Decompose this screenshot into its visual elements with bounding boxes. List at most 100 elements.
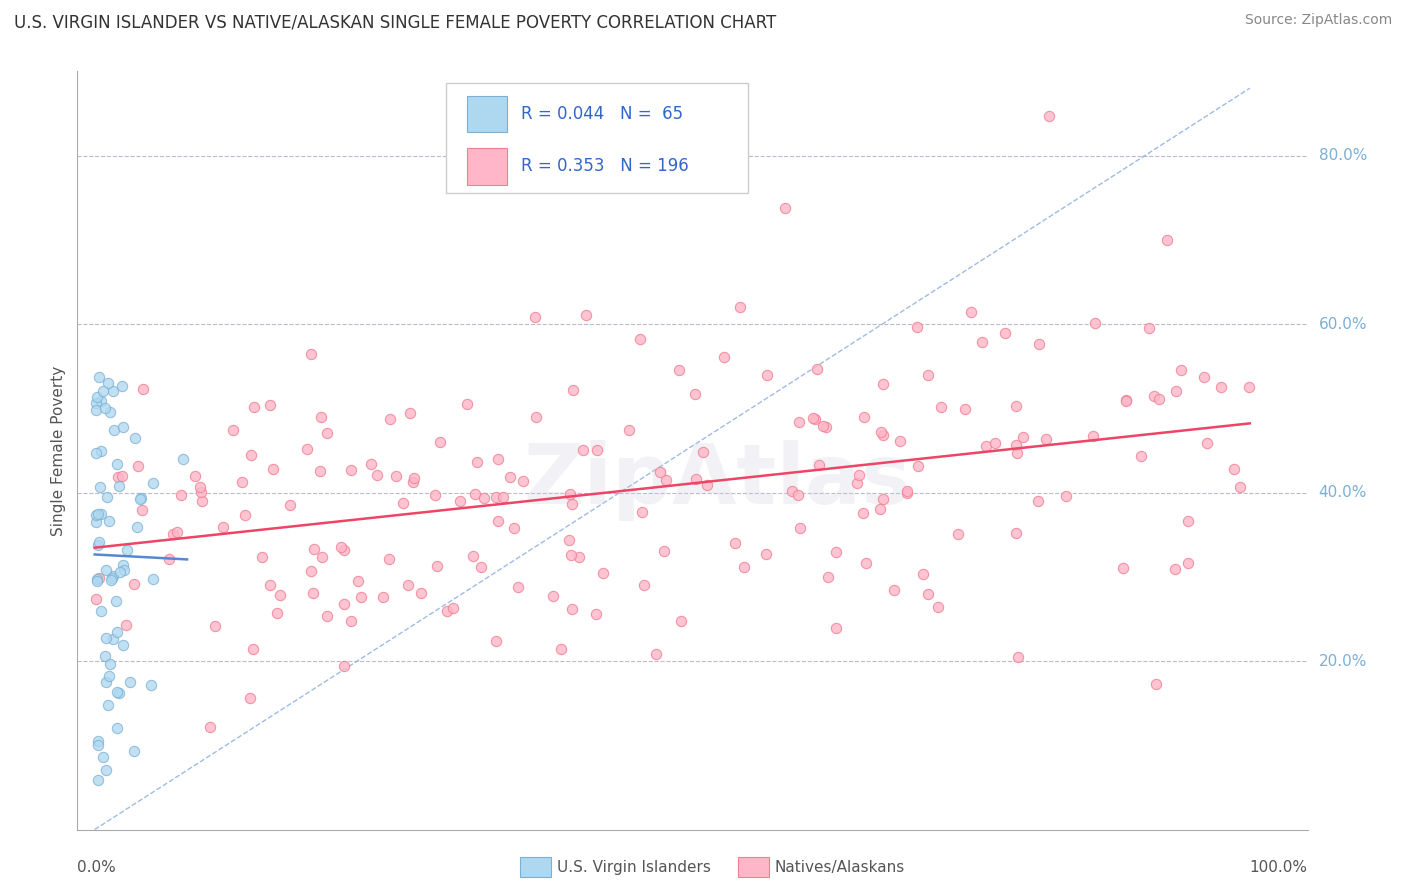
Point: [927, 599, 949, 614]
Point: [970, 334, 993, 349]
Point: [811, 419, 834, 434]
Point: [1115, 393, 1137, 408]
Point: [541, 589, 564, 603]
Text: R = 0.044   N =  65: R = 0.044 N = 65: [522, 105, 683, 123]
Point: [907, 459, 929, 474]
Point: [561, 602, 583, 616]
Point: [105, 457, 128, 471]
Point: [87, 534, 110, 549]
Point: [231, 475, 253, 489]
Point: [974, 439, 997, 453]
Point: [111, 469, 134, 483]
Point: [1195, 435, 1218, 450]
Point: [278, 498, 301, 512]
Point: [631, 505, 654, 519]
Point: [129, 492, 152, 507]
Point: [105, 594, 128, 608]
Point: [1143, 389, 1166, 403]
Point: [259, 578, 281, 592]
Point: [1005, 399, 1028, 413]
Point: [652, 544, 675, 558]
Point: [683, 387, 706, 401]
Point: [302, 586, 325, 600]
Point: [1028, 336, 1050, 351]
Point: [100, 573, 122, 587]
Point: [184, 469, 207, 483]
Point: [1237, 380, 1260, 394]
Point: [558, 533, 581, 547]
Point: [1004, 437, 1026, 451]
Point: [90, 394, 112, 409]
Point: [869, 425, 891, 439]
Point: [1209, 380, 1232, 394]
Point: [141, 572, 163, 586]
Point: [1177, 556, 1199, 570]
Point: [378, 552, 401, 566]
Point: [188, 479, 211, 493]
Point: [669, 614, 692, 628]
Point: [90, 443, 112, 458]
Point: [87, 507, 110, 521]
Point: [166, 525, 188, 540]
Point: [239, 448, 262, 462]
Text: 0.0%: 0.0%: [77, 860, 117, 875]
Point: [96, 491, 118, 505]
Point: [786, 488, 808, 502]
Point: [692, 444, 714, 458]
Point: [801, 410, 824, 425]
Point: [98, 669, 121, 683]
Point: [122, 577, 145, 591]
Point: [127, 458, 149, 473]
Point: [111, 639, 134, 653]
Point: [872, 428, 894, 442]
Point: [461, 549, 484, 563]
Point: [266, 607, 288, 621]
Point: [269, 589, 291, 603]
Point: [108, 565, 131, 579]
Point: [425, 487, 447, 501]
Point: [198, 720, 221, 734]
Point: [917, 368, 939, 382]
Point: [1177, 514, 1199, 528]
Point: [472, 491, 495, 505]
Point: [107, 686, 129, 700]
Point: [399, 406, 422, 420]
Text: 40.0%: 40.0%: [1319, 485, 1367, 500]
Point: [592, 566, 614, 581]
Point: [465, 455, 488, 469]
Point: [302, 542, 325, 557]
Point: [713, 350, 735, 364]
Point: [84, 592, 107, 607]
Point: [86, 508, 108, 522]
Point: [470, 560, 492, 574]
Point: [84, 515, 107, 529]
Point: [984, 436, 1007, 450]
Point: [436, 603, 458, 617]
Point: [100, 657, 122, 671]
FancyBboxPatch shape: [467, 148, 506, 185]
Point: [550, 642, 572, 657]
Point: [340, 614, 363, 628]
Point: [204, 618, 226, 632]
Point: [107, 470, 129, 484]
Point: [804, 412, 827, 426]
Point: [105, 721, 128, 735]
Point: [366, 467, 388, 482]
Point: [905, 319, 928, 334]
Point: [628, 332, 651, 346]
Point: [1007, 649, 1029, 664]
Point: [190, 485, 212, 500]
Point: [86, 574, 108, 589]
Point: [96, 564, 118, 578]
Point: [1129, 449, 1152, 463]
Point: [139, 677, 162, 691]
Point: [1164, 384, 1187, 398]
Point: [1111, 561, 1133, 575]
Point: [112, 558, 135, 572]
Point: [169, 487, 191, 501]
Text: Natives/Alaskans: Natives/Alaskans: [775, 860, 905, 874]
Point: [91, 750, 114, 764]
Point: [845, 475, 868, 490]
Point: [101, 571, 124, 585]
Point: [87, 369, 110, 384]
